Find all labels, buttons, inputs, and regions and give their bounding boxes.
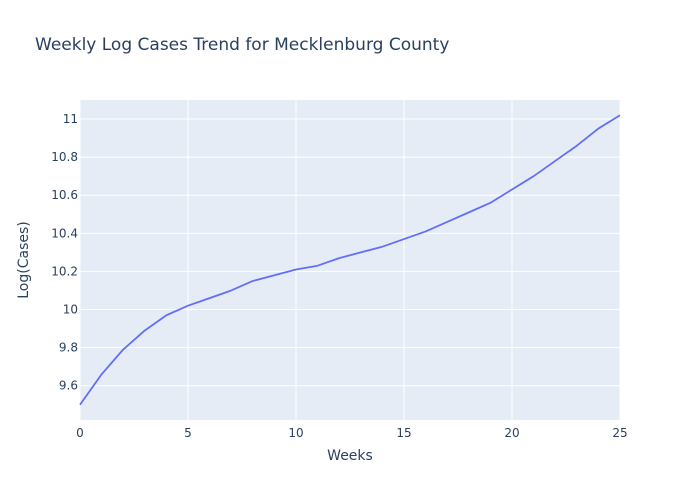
y-tick-label: 10 — [63, 303, 78, 317]
grid-lines — [79, 100, 621, 420]
y-tick-labels: 9.6 9.8 10 10.2 10.4 10.6 10.8 11 — [51, 112, 78, 393]
y-tick-label: 10.2 — [51, 264, 78, 278]
x-tick-label: 25 — [612, 426, 627, 440]
y-tick-label: 10.8 — [51, 150, 78, 164]
y-tick-label: 10.4 — [51, 226, 78, 240]
x-tick-label: 15 — [396, 426, 411, 440]
x-tick-label: 0 — [76, 426, 84, 440]
series-line — [79, 114, 621, 406]
y-axis-title: Log(Cases) — [16, 221, 32, 299]
x-axis-title: Weeks — [327, 448, 373, 464]
x-tick-labels: 0 5 10 15 20 25 — [76, 426, 627, 440]
y-tick-label: 10.6 — [51, 188, 78, 202]
x-tick-label: 5 — [184, 426, 192, 440]
y-tick-label: 9.6 — [59, 379, 78, 393]
plot-background — [80, 100, 620, 420]
x-tick-label: 10 — [288, 426, 303, 440]
y-tick-label: 9.8 — [59, 341, 78, 355]
y-tick-label: 11 — [63, 112, 78, 126]
x-tick-label: 20 — [504, 426, 519, 440]
chart-title: Weekly Log Cases Trend for Mecklenburg C… — [35, 35, 449, 55]
series-layer — [79, 114, 621, 406]
